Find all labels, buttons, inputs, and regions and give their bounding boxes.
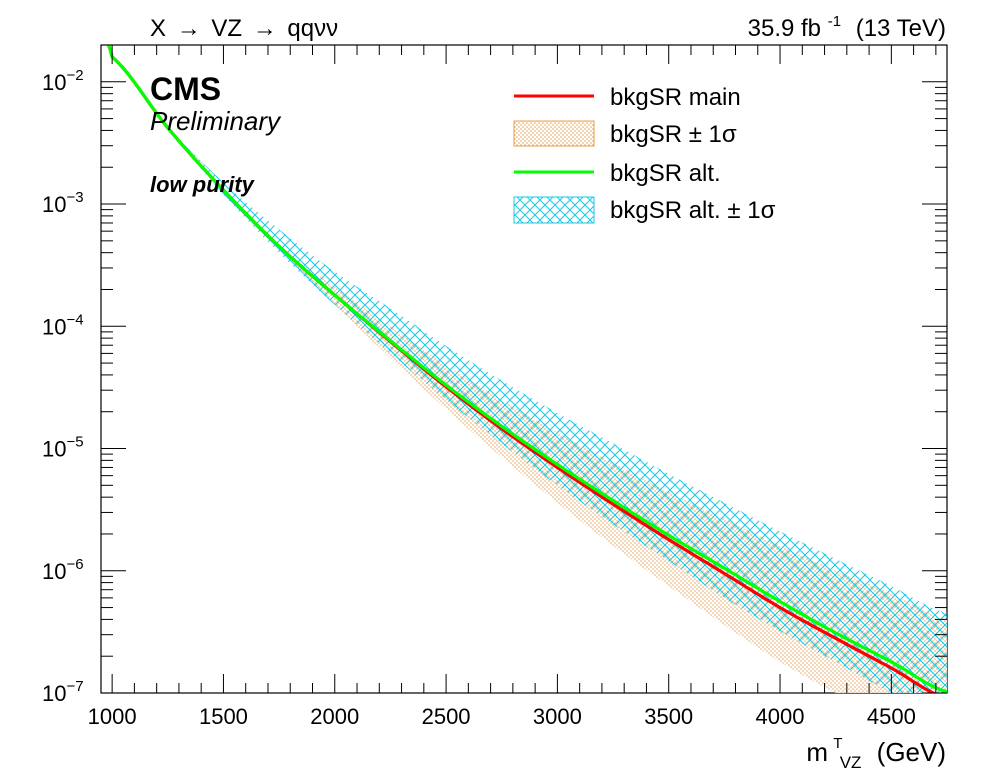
category-label: low purity: [150, 172, 256, 197]
process-initial: X: [150, 15, 166, 42]
x-axis-title-sup: T: [833, 735, 842, 752]
x-axis-title-unit: (GeV): [877, 737, 946, 767]
y-tick-label: 10−5: [42, 434, 84, 462]
legend-label-main-band: bkgSR ± 1σ: [610, 121, 737, 148]
y-axis: 10−7 10−6 10−5 10−4 10−3 10−2: [42, 44, 947, 706]
x-tick-label: 3000: [533, 704, 582, 729]
x-axis-title-m: m: [806, 737, 828, 767]
energy-label: (13 TeV): [856, 15, 946, 42]
plot-frame: [100, 44, 948, 694]
series-line-1: [106, 45, 947, 693]
x-tick-label: 1000: [88, 704, 137, 729]
x-tick-label: 2000: [310, 704, 359, 729]
legend-swatch-alt-band: [513, 196, 595, 224]
process-intermediate: VZ: [211, 15, 242, 42]
x-tick-label: 3500: [644, 704, 693, 729]
experiment-label: CMS: [150, 71, 221, 107]
y-tick-label: 10−2: [42, 67, 84, 95]
lumi-label: 35.9 fb -1 (13 TeV): [748, 5, 946, 42]
legend-label-alt-band: bkgSR alt. ± 1σ: [610, 197, 776, 224]
y-tick-label: 10−7: [42, 678, 84, 706]
x-axis-title: m T VZ (GeV): [806, 724, 946, 772]
x-tick-label: 4500: [867, 704, 916, 729]
status-label: Preliminary: [150, 106, 282, 136]
y-tick-label: 10−3: [42, 189, 84, 217]
process-title: X → VZ → qqνν: [150, 15, 338, 42]
x-tick-label: 1500: [199, 704, 248, 729]
legend: bkgSR main bkgSR ± 1σ bkgSR alt. bkgSR a…: [513, 84, 776, 224]
arrow-1: →: [177, 15, 201, 42]
x-axis-title-sub: VZ: [840, 753, 862, 772]
plot-area: [106, 45, 947, 693]
legend-label-alt: bkgSR alt.: [610, 160, 721, 187]
x-tick-label: 2500: [422, 704, 471, 729]
legend-swatch-main-band: [513, 120, 595, 147]
x-axis: 1000 1500 2000 2500 3000 3500 4000 4500: [88, 45, 937, 729]
arrow-2: →: [253, 15, 277, 42]
lumi-value: 35.9 fb: [748, 15, 821, 42]
lumi-exponent: -1: [828, 13, 841, 30]
x-tick-label: 4000: [756, 704, 805, 729]
band-1: [108, 45, 947, 693]
y-tick-label: 10−4: [42, 311, 84, 339]
y-tick-label: 10−6: [42, 556, 84, 584]
legend-label-main: bkgSR main: [610, 84, 741, 111]
process-final: qqνν: [287, 15, 338, 42]
